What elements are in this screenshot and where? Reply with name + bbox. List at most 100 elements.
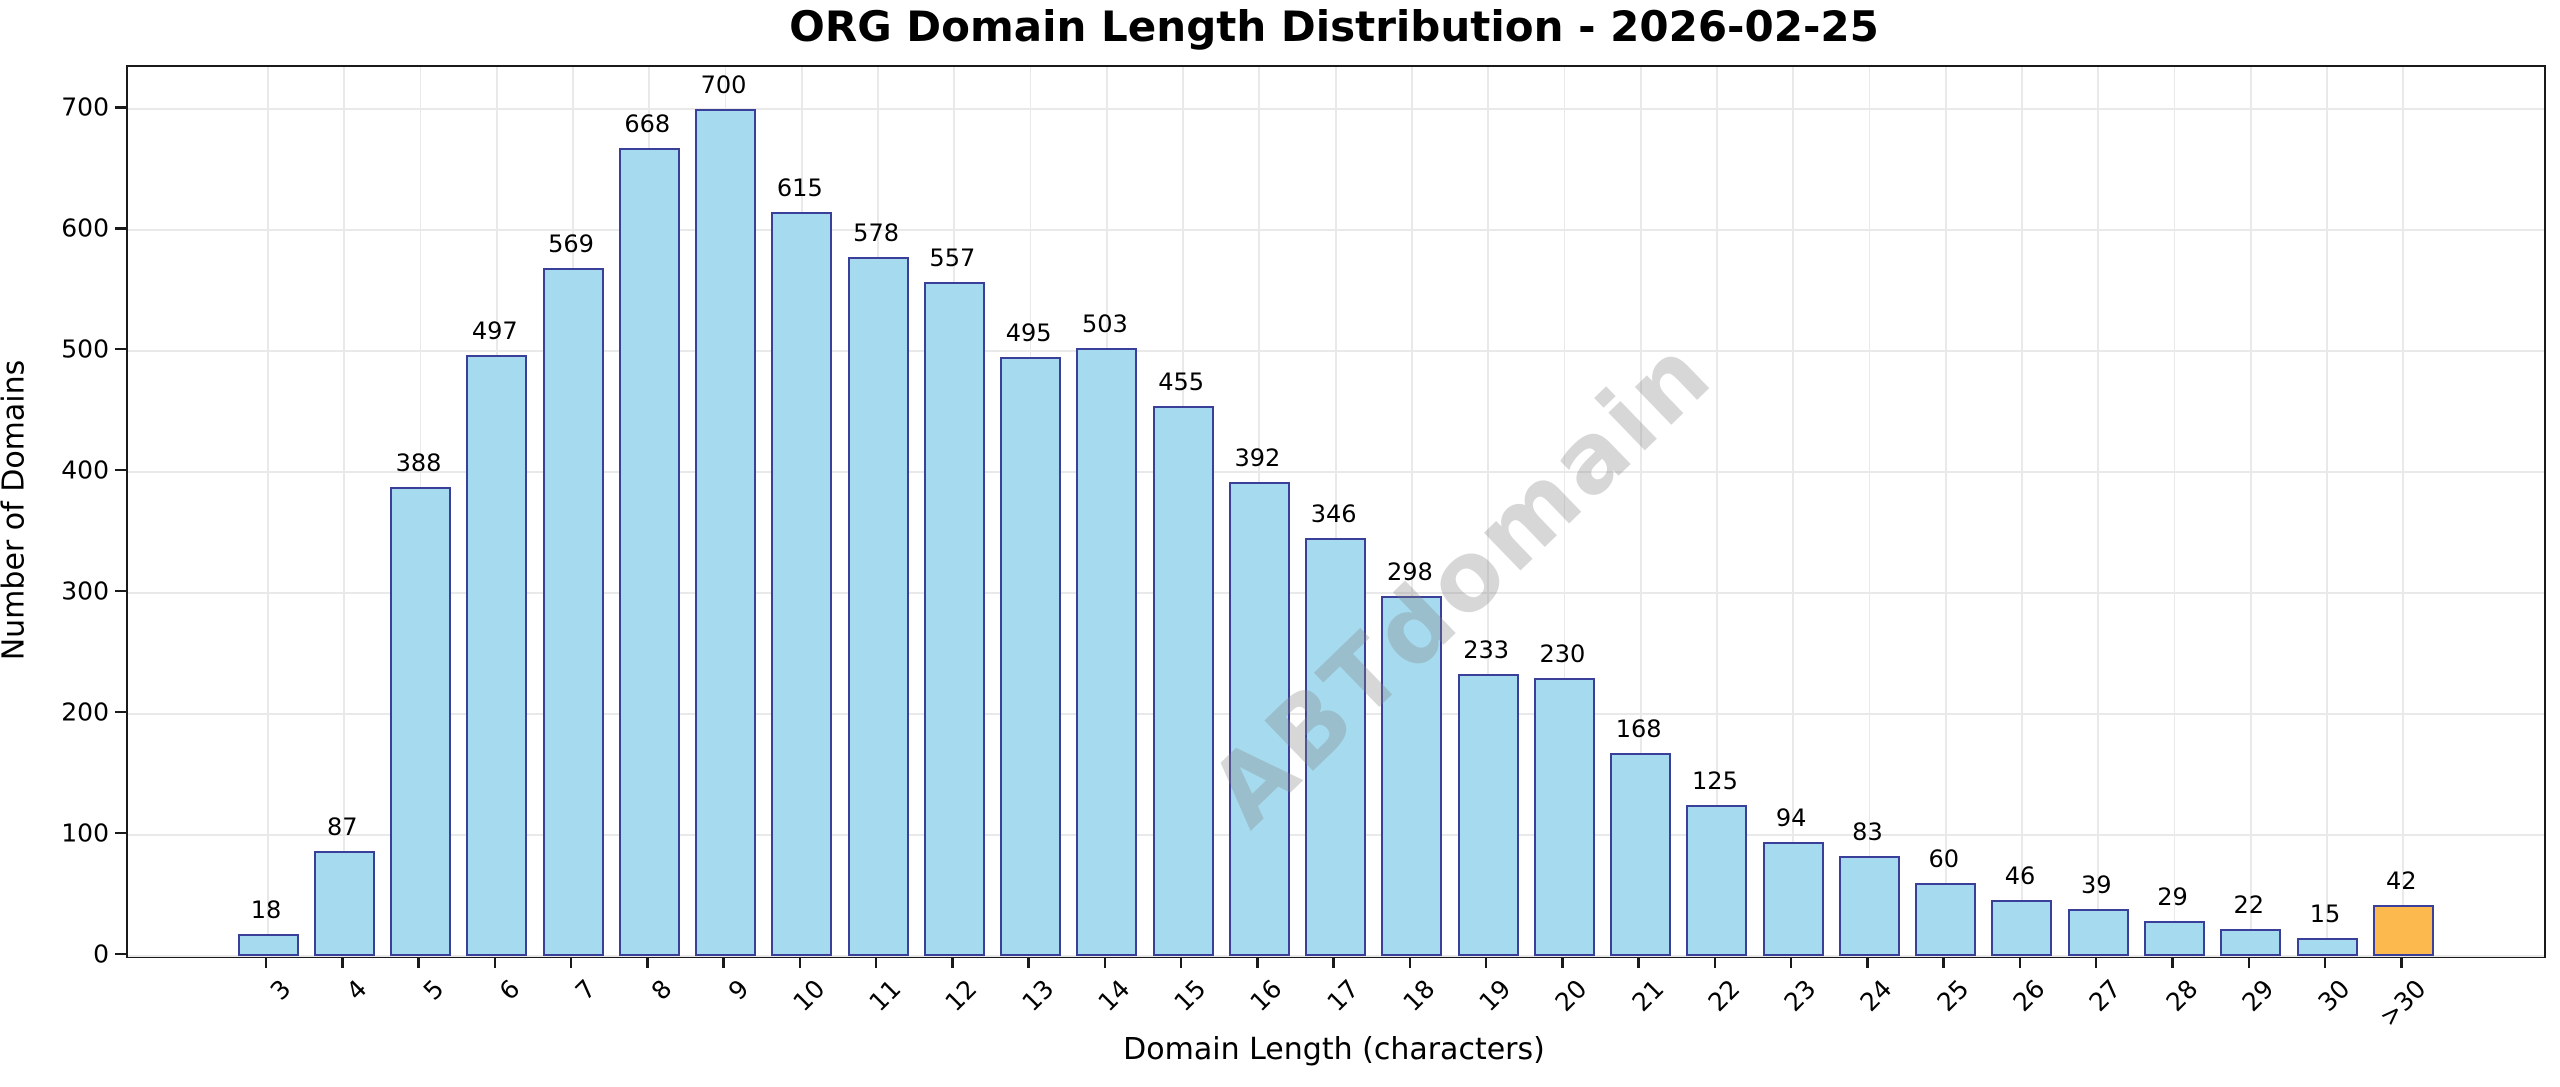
x-tick-mark: [417, 956, 420, 968]
y-tick-label: 700: [61, 92, 109, 122]
y-tick-mark: [115, 227, 126, 230]
bar: [1381, 595, 1443, 956]
bar-value-label: 46: [2004, 862, 2036, 891]
x-gridline: [1487, 67, 1490, 956]
bar-value-label: 668: [624, 110, 671, 139]
bar: [466, 354, 528, 956]
x-tick-label: 10: [787, 974, 831, 1018]
x-tick-label: 16: [1244, 974, 1288, 1018]
bar: [2296, 937, 2358, 956]
x-tick-mark: [1103, 956, 1107, 968]
bar-value-label: 22: [2233, 891, 2265, 920]
x-tick-mark: [1866, 956, 1869, 968]
x-tick-label: 14: [1092, 974, 1136, 1018]
y-tick-mark: [115, 831, 126, 835]
x-tick-label: 24: [1854, 974, 1898, 1018]
x-tick-label: 7: [569, 974, 602, 1006]
x-tick-mark: [1484, 956, 1488, 968]
x-gridline: [2097, 67, 2100, 956]
x-tick-label: 28: [2160, 974, 2204, 1018]
x-tick-mark: [1942, 956, 1945, 968]
y-tick-mark: [115, 710, 126, 714]
x-gridline: [1411, 67, 1413, 956]
y-tick-mark: [115, 347, 126, 351]
bar: [1610, 752, 1672, 956]
y-tick-label: 200: [61, 697, 109, 727]
x-tick-mark: [1256, 956, 1259, 968]
bar: [390, 486, 452, 956]
x-gridline: [1944, 67, 1947, 956]
x-tick-label: >30: [2373, 974, 2432, 1032]
bar-value-label: 15: [2309, 899, 2341, 928]
x-tick-label: 6: [493, 974, 526, 1006]
x-tick-mark: [2171, 956, 2174, 968]
x-tick-label: 22: [1702, 974, 1746, 1018]
x-tick-label: 15: [1168, 974, 1212, 1018]
bar: [1457, 674, 1519, 956]
y-tick-label: 600: [61, 213, 109, 243]
bar-value-label: 569: [548, 229, 594, 258]
x-tick-mark: [569, 956, 573, 968]
x-gridline: [2021, 67, 2023, 956]
bar-value-label: 578: [853, 218, 899, 247]
x-tick-label: 17: [1321, 974, 1365, 1018]
bar: [695, 109, 757, 956]
x-gridline: [2249, 67, 2252, 956]
x-tick-mark: [264, 956, 268, 968]
x-tick-label: 5: [417, 974, 450, 1006]
bar-value-label: 230: [1539, 639, 1586, 668]
x-tick-label: 29: [2236, 974, 2280, 1018]
bar: [1076, 347, 1138, 956]
bar: [2220, 929, 2282, 956]
bar-value-label: 497: [471, 316, 518, 345]
y-tick-label: 0: [93, 939, 109, 969]
bar-value-label: 233: [1463, 636, 1510, 665]
x-gridline: [1716, 67, 1718, 956]
bar-value-label: 42: [2385, 867, 2417, 896]
bar: [237, 934, 299, 956]
bar: [1915, 883, 1977, 956]
bar: [1991, 900, 2053, 956]
x-tick-mark: [1789, 956, 1793, 968]
bar-value-label: 503: [1081, 309, 1128, 338]
bar-value-label: 29: [2157, 882, 2188, 911]
bar-value-label: 346: [1310, 499, 1357, 528]
x-tick-mark: [1637, 956, 1640, 968]
x-tick-label: 23: [1778, 974, 1822, 1018]
x-tick-mark: [2247, 956, 2250, 968]
x-tick-mark: [874, 956, 878, 968]
bar: [1686, 804, 1748, 956]
y-tick-label: 300: [61, 576, 109, 606]
y-tick-label: 400: [61, 455, 109, 485]
x-tick-mark: [2400, 956, 2403, 968]
bar-value-label: 298: [1386, 557, 1433, 586]
bar: [2067, 908, 2129, 956]
bar-value-label: 18: [250, 896, 282, 925]
bar: [542, 267, 604, 956]
x-axis-label: Domain Length (characters): [1123, 1032, 1545, 1067]
x-tick-label: 18: [1397, 974, 1441, 1018]
bar-value-label: 168: [1615, 714, 1662, 743]
x-tick-label: 12: [939, 974, 983, 1018]
x-gridline: [1868, 67, 1871, 956]
bar-value-label: 125: [1692, 766, 1738, 795]
bar: [1228, 481, 1290, 956]
bar-value-label: 615: [776, 174, 823, 203]
x-tick-mark: [722, 956, 725, 968]
plot-area: ABTdomain: [126, 65, 2546, 958]
x-tick-label: 26: [2007, 974, 2051, 1018]
bar: [1305, 537, 1367, 956]
x-tick-mark: [1561, 956, 1564, 968]
x-tick-mark: [951, 956, 954, 968]
bar-highlight: [2372, 905, 2434, 956]
x-tick-label: 13: [1016, 974, 1060, 1018]
bar: [1533, 677, 1595, 956]
bar-value-label: 39: [2080, 870, 2112, 899]
x-gridline: [2402, 67, 2405, 956]
x-gridline: [343, 67, 346, 956]
x-tick-label: 3: [264, 974, 297, 1006]
x-tick-mark: [798, 956, 802, 968]
chart-title: ORG Domain Length Distribution - 2026-02…: [789, 2, 1879, 51]
x-tick-label: 9: [722, 974, 755, 1006]
x-tick-label: 11: [863, 974, 907, 1018]
